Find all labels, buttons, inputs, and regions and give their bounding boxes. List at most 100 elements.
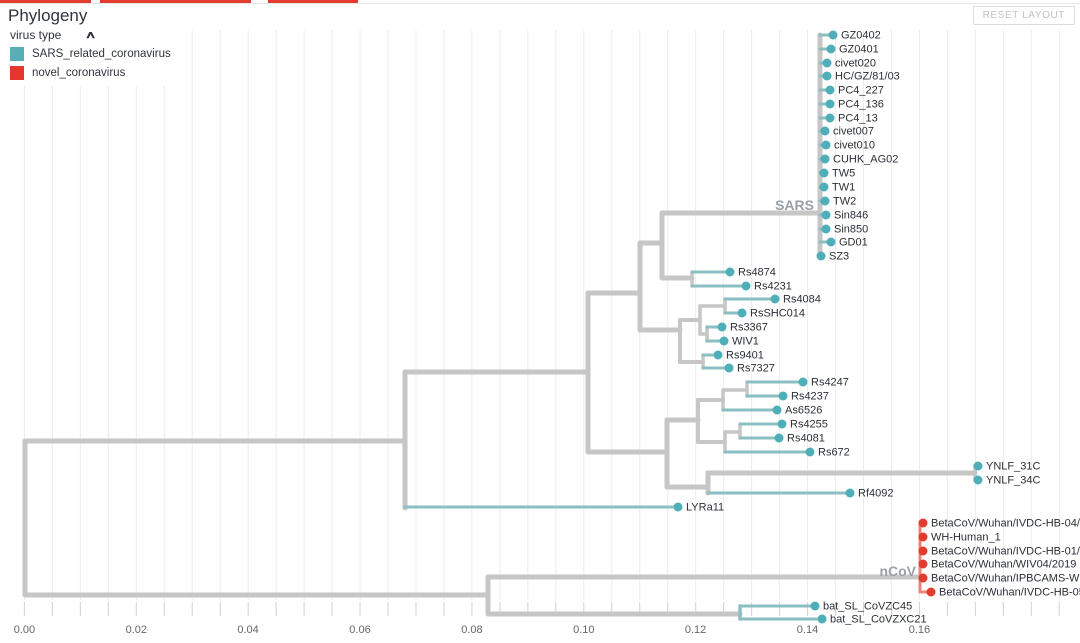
tip-node[interactable] [821,224,831,234]
tip-node[interactable] [817,614,827,624]
axis-tick-label: 0.16 [909,624,930,636]
tip-label[interactable]: Rs672 [818,447,850,459]
tip-label[interactable]: civet020 [835,58,876,70]
tip-label[interactable]: TW1 [832,182,855,194]
tip-node[interactable] [820,196,830,206]
reset-layout-button[interactable]: RESET LAYOUT [972,6,1075,25]
tip-label[interactable]: civet007 [833,126,874,138]
tip-node[interactable] [805,447,815,457]
axis-tick-label: 0.02 [126,624,147,636]
tip-label[interactable]: LYRa11 [686,502,724,514]
legend-item[interactable]: SARS_related_coronavirus [10,47,171,61]
legend-swatch [10,66,24,80]
tip-node[interactable] [918,559,928,569]
tip-node[interactable] [725,267,735,277]
tip-label[interactable]: GD01 [839,237,868,249]
tip-label[interactable]: bat_SL_CoVZC45 [823,601,912,613]
tip-label[interactable]: Rs4874 [738,267,776,279]
tip-label[interactable]: Rs4255 [790,419,828,431]
tip-node[interactable] [717,322,727,332]
tip-node[interactable] [845,488,855,498]
tip-label[interactable]: Rs4081 [787,433,825,445]
legend-item-label: novel_coronavirus [32,67,126,79]
legend-header[interactable]: virus type ∧ [10,28,171,42]
tip-label[interactable]: PC4_136 [838,99,884,111]
tip-label[interactable]: BetaCoV/Wuhan/IVDC-HB-04/2020 [931,518,1080,530]
tip-node[interactable] [719,336,729,346]
tip-node[interactable] [819,182,829,192]
tip-node[interactable] [918,573,928,583]
progress-bar-segment [268,0,358,3]
tip-node[interactable] [822,71,832,81]
tip-label[interactable]: As6526 [785,405,822,417]
tip-label[interactable]: Sin850 [834,224,868,236]
tip-label[interactable]: Rs4231 [754,281,792,293]
tip-node[interactable] [778,391,788,401]
tip-label[interactable]: Rs3367 [730,322,768,334]
tip-label[interactable]: civet010 [834,140,875,152]
tip-node[interactable] [819,168,829,178]
tip-label[interactable]: BetaCoV/Wuhan/IVDC-HB-05/2019 [939,587,1080,599]
tip-label[interactable]: TW2 [833,196,856,208]
tip-node[interactable] [918,518,928,528]
tip-node[interactable] [737,308,747,318]
tip-node[interactable] [820,154,830,164]
tip-node[interactable] [820,126,830,136]
tip-node[interactable] [825,113,835,123]
tip-label[interactable]: Rs9401 [726,350,764,362]
tip-node[interactable] [826,237,836,247]
tip-node[interactable] [918,532,928,542]
tip-label[interactable]: YNLF_31C [986,461,1040,473]
tip-label[interactable]: TW5 [832,168,855,180]
tip-label[interactable]: Rs4247 [811,377,849,389]
tip-label[interactable]: Rs4237 [791,391,829,403]
tip-node[interactable] [973,461,983,471]
tip-label[interactable]: WIV1 [732,336,759,348]
tip-node[interactable] [825,85,835,95]
tip-node[interactable] [826,44,836,54]
tip-node[interactable] [810,601,820,611]
tip-node[interactable] [772,405,782,415]
tip-label[interactable]: Rs4084 [783,294,821,306]
tip-node[interactable] [825,99,835,109]
tip-node[interactable] [918,546,928,556]
tip-node[interactable] [926,587,936,597]
tip-node[interactable] [741,281,751,291]
tip-node[interactable] [724,363,734,373]
tip-node[interactable] [821,210,831,220]
tip-label[interactable]: YNLF_34C [986,475,1040,487]
tip-label[interactable]: bat_SL_CoVZXC21 [830,614,927,626]
axis-tick-label: 0.04 [237,624,258,636]
chevron-up-icon[interactable]: ∧ [85,29,97,41]
tip-label[interactable]: HC/GZ/81/03 [835,71,900,83]
legend-item[interactable]: novel_coronavirus [10,66,171,80]
tip-label[interactable]: BetaCoV/Wuhan/IVDC-HB-01/2019 [931,546,1080,558]
tip-node[interactable] [821,140,831,150]
tip-label[interactable]: RsSHC014 [750,308,805,320]
tip-node[interactable] [770,294,780,304]
tip-node[interactable] [713,350,723,360]
tip-label[interactable]: BetaCoV/Wuhan/WIV04/2019 [931,559,1076,571]
tip-node[interactable] [774,433,784,443]
axis-tick-label: 0.00 [14,624,35,636]
tip-label[interactable]: SZ3 [829,251,849,263]
tip-label[interactable]: GZ0402 [841,30,881,42]
tip-node[interactable] [798,377,808,387]
tip-label[interactable]: PC4_13 [838,113,878,125]
tip-label[interactable]: CUHK_AG02 [833,154,898,166]
tip-label[interactable]: WH-Human_1 [931,532,1001,544]
axis-tick-label: 0.14 [797,624,818,636]
tip-label[interactable]: PC4_227 [838,85,884,97]
tip-label[interactable]: Rs7327 [737,363,775,375]
tip-node[interactable] [973,475,983,485]
tip-node[interactable] [816,251,826,261]
tip-label[interactable]: GZ0401 [839,44,879,56]
tip-node[interactable] [828,30,838,40]
tip-node[interactable] [777,419,787,429]
tip-label[interactable]: BetaCoV/Wuhan/IPBCAMS-WH-01/2 [931,573,1080,585]
tip-node[interactable] [822,58,832,68]
tip-label[interactable]: Rf4092 [858,488,893,500]
tip-node[interactable] [673,502,683,512]
tip-label[interactable]: Sin846 [834,210,868,222]
